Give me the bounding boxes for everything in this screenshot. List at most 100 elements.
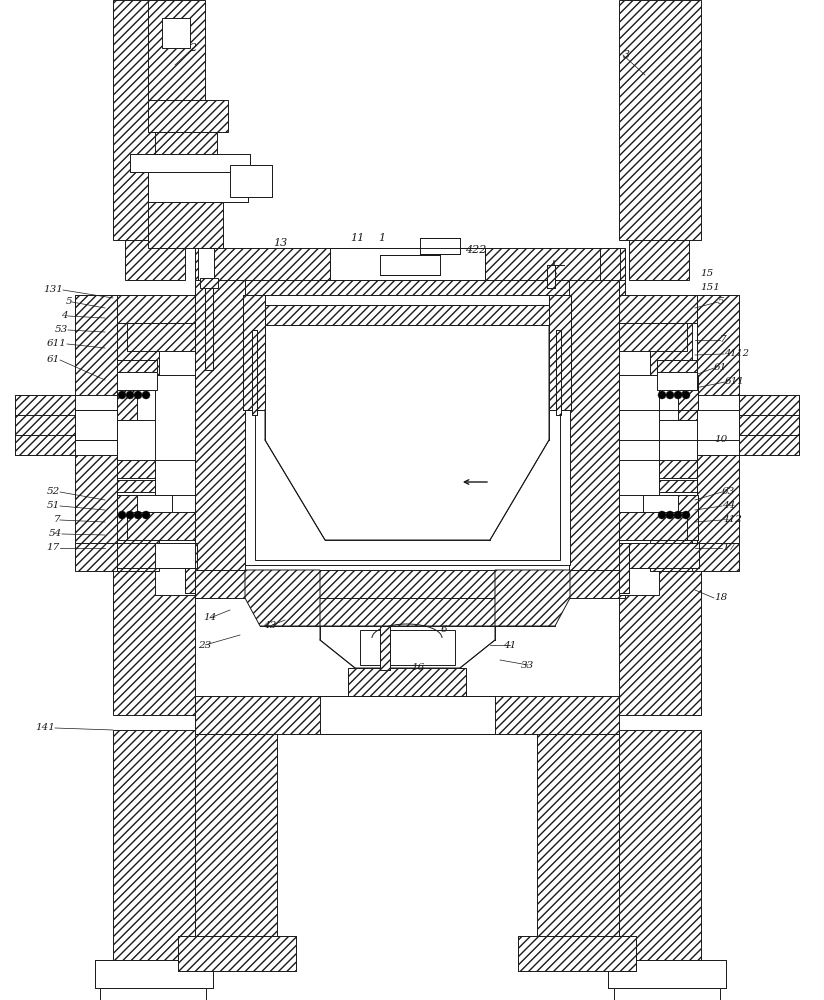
Text: 2: 2 <box>190 43 197 53</box>
Polygon shape <box>195 570 625 598</box>
Circle shape <box>658 511 666 519</box>
Polygon shape <box>678 495 698 540</box>
Circle shape <box>674 511 682 519</box>
Polygon shape <box>117 460 155 478</box>
Polygon shape <box>117 495 172 540</box>
Polygon shape <box>537 734 619 962</box>
Polygon shape <box>205 285 213 370</box>
Polygon shape <box>444 696 619 734</box>
Text: 43: 43 <box>264 621 277 631</box>
Polygon shape <box>619 375 659 595</box>
Polygon shape <box>15 395 117 455</box>
Text: 1: 1 <box>378 233 386 243</box>
Polygon shape <box>113 570 195 715</box>
Polygon shape <box>697 410 739 440</box>
Polygon shape <box>95 960 213 988</box>
Polygon shape <box>619 0 701 240</box>
Circle shape <box>142 391 150 399</box>
Polygon shape <box>547 265 555 288</box>
Text: 7: 7 <box>54 516 60 524</box>
Text: 44: 44 <box>722 502 735 510</box>
Text: 5: 5 <box>718 298 724 306</box>
Polygon shape <box>600 248 620 290</box>
Polygon shape <box>148 100 228 132</box>
Polygon shape <box>619 543 629 593</box>
Polygon shape <box>265 325 549 540</box>
Polygon shape <box>260 305 554 325</box>
Polygon shape <box>75 295 117 543</box>
Polygon shape <box>148 202 223 248</box>
Circle shape <box>674 391 682 399</box>
Text: 422: 422 <box>466 245 487 255</box>
Polygon shape <box>260 305 554 325</box>
Polygon shape <box>127 512 195 540</box>
Circle shape <box>666 511 674 519</box>
Text: 3: 3 <box>623 50 630 60</box>
Polygon shape <box>518 936 636 971</box>
Text: 6: 6 <box>441 626 447 635</box>
Polygon shape <box>348 668 466 696</box>
Polygon shape <box>619 543 739 571</box>
Polygon shape <box>75 410 117 440</box>
Polygon shape <box>619 512 687 540</box>
Polygon shape <box>619 460 659 495</box>
Polygon shape <box>608 960 726 988</box>
Polygon shape <box>518 936 636 971</box>
Polygon shape <box>260 598 555 626</box>
Circle shape <box>142 511 150 519</box>
Circle shape <box>666 391 674 399</box>
Polygon shape <box>117 323 195 543</box>
Text: 61: 61 <box>714 363 728 372</box>
Polygon shape <box>148 172 248 202</box>
Polygon shape <box>243 295 265 410</box>
Text: 17: 17 <box>47 544 60 552</box>
Polygon shape <box>659 460 697 478</box>
Polygon shape <box>195 280 625 295</box>
Polygon shape <box>178 936 296 971</box>
Polygon shape <box>195 696 370 734</box>
Polygon shape <box>619 543 699 568</box>
Text: 63: 63 <box>722 488 735 496</box>
Polygon shape <box>117 360 157 390</box>
Circle shape <box>126 391 134 399</box>
Text: 23: 23 <box>199 641 212 650</box>
Circle shape <box>658 391 666 399</box>
Polygon shape <box>549 295 571 410</box>
Circle shape <box>682 391 690 399</box>
Circle shape <box>118 511 126 519</box>
Polygon shape <box>348 668 466 696</box>
Polygon shape <box>155 375 195 595</box>
Polygon shape <box>130 154 250 172</box>
Polygon shape <box>155 543 195 568</box>
Polygon shape <box>200 278 218 288</box>
Polygon shape <box>420 238 460 254</box>
Text: 611: 611 <box>47 340 67 349</box>
Polygon shape <box>380 626 390 670</box>
Polygon shape <box>117 375 137 420</box>
Polygon shape <box>619 323 697 543</box>
Text: 611: 611 <box>725 377 745 386</box>
Polygon shape <box>245 570 320 626</box>
Polygon shape <box>205 285 213 370</box>
Polygon shape <box>245 295 570 565</box>
Polygon shape <box>657 360 697 372</box>
Polygon shape <box>255 325 560 560</box>
Text: 4112: 4112 <box>724 350 749 359</box>
Polygon shape <box>130 154 250 172</box>
Polygon shape <box>117 480 155 492</box>
Polygon shape <box>113 0 195 240</box>
Text: 51: 51 <box>47 502 60 510</box>
Polygon shape <box>155 132 217 154</box>
Polygon shape <box>659 480 697 492</box>
Polygon shape <box>162 18 190 48</box>
Polygon shape <box>117 543 197 568</box>
Polygon shape <box>643 375 698 420</box>
Polygon shape <box>185 543 195 593</box>
Polygon shape <box>148 0 205 100</box>
Circle shape <box>682 511 690 519</box>
Text: 131: 131 <box>43 286 63 294</box>
Text: 61: 61 <box>47 356 60 364</box>
Polygon shape <box>155 460 195 495</box>
Text: 41: 41 <box>503 641 517 650</box>
Polygon shape <box>547 265 555 288</box>
